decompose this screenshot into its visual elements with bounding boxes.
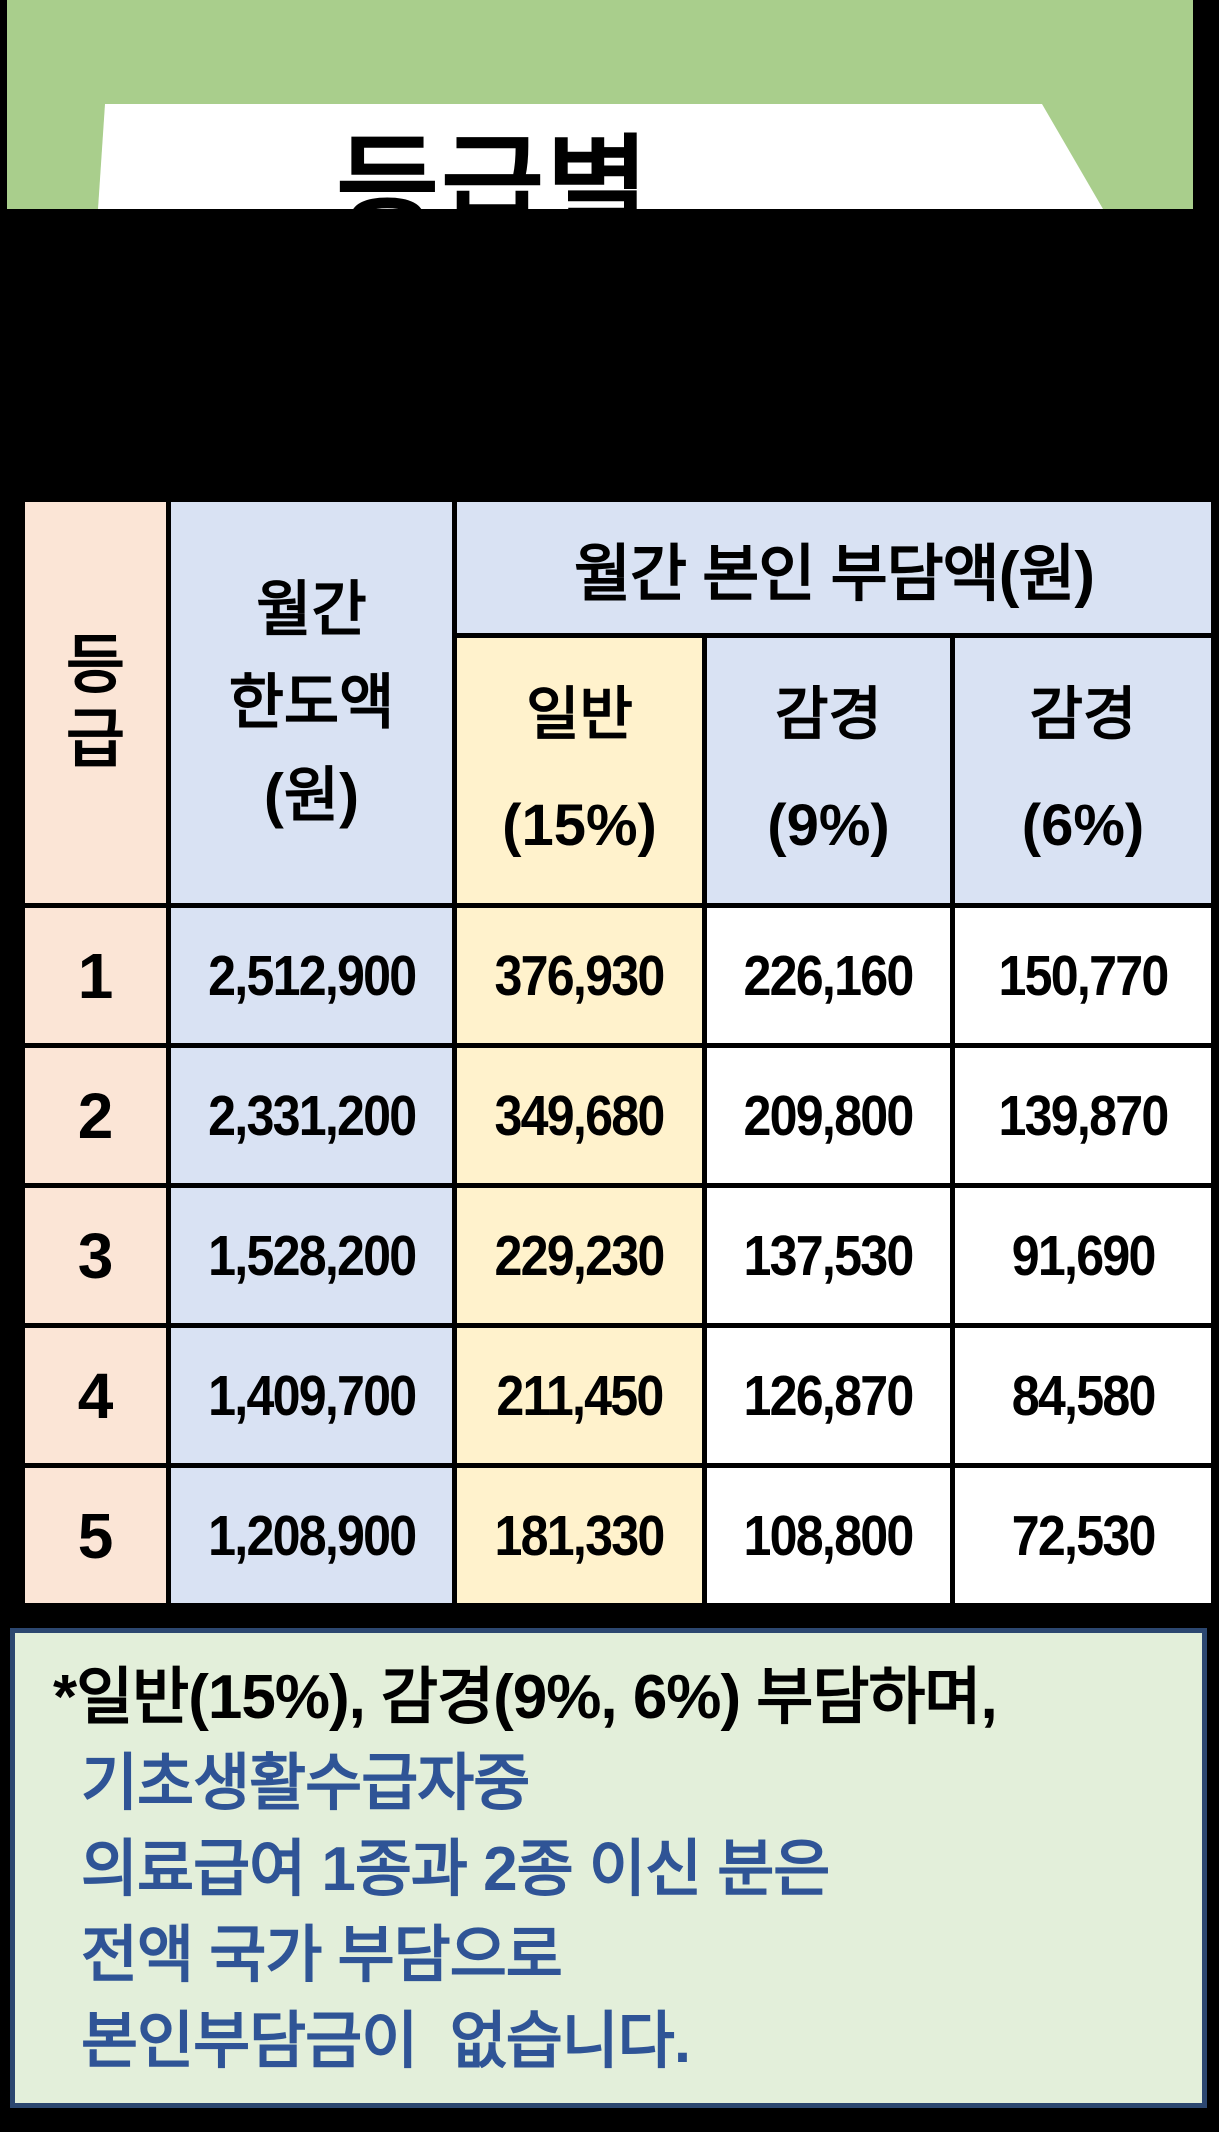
limit-cell: 2,512,900 <box>166 903 457 1048</box>
footnote-line-5: 본인부담금이 없습니다. <box>81 2007 691 2076</box>
limit-cell: 1,208,900 <box>166 1463 457 1608</box>
footnote-line-1: *일반(15%), 감경(9%, 6%) 부담하며, <box>53 1663 998 1732</box>
general-copay-cell: 229,230 <box>452 1183 707 1328</box>
footnote-line-3: 의료급여 1종과 2종 이신 분은 <box>81 1835 830 1904</box>
grade-cell: 5 <box>20 1463 171 1608</box>
reduced9-copay-cell: 226,160 <box>702 903 955 1048</box>
reduced9-copay-cell: 126,870 <box>702 1323 955 1468</box>
table-row-grade-4: 4 1,409,700 211,450 126,870 84,580 <box>20 1323 1217 1468</box>
column-header-reduced-6: 감경 (6%) <box>949 633 1217 908</box>
table-row-grade-2: 2 2,331,200 349,680 209,800 139,870 <box>20 1043 1217 1188</box>
table-row-grade-5: 5 1,208,900 181,330 108,800 72,530 <box>20 1463 1217 1608</box>
grade-copay-table: 등 급 월간 한도액 (원) 월간 본인 부담액(원) 일반 (15%) 감경 … <box>20 497 1217 1608</box>
column-header-reduced-9: 감경 (9%) <box>702 633 955 908</box>
table-row-grade-1: 1 2,512,900 376,930 226,160 150,770 <box>20 903 1217 1048</box>
limit-cell: 1,409,700 <box>166 1323 457 1468</box>
column-header-copay-group: 월간 본인 부담액(원) <box>451 497 1217 638</box>
grade-cell: 1 <box>20 903 171 1048</box>
reduced6-copay-cell: 84,580 <box>949 1323 1217 1468</box>
reduced6-copay-cell: 72,530 <box>949 1463 1217 1608</box>
title-banner: 등급별 <box>98 104 1103 209</box>
column-header-monthly-limit: 월간 한도액 (원) <box>166 497 457 908</box>
limit-cell: 2,331,200 <box>166 1043 457 1188</box>
general-copay-cell: 349,680 <box>452 1043 707 1188</box>
table-row-grade-3: 3 1,528,200 229,230 137,530 91,690 <box>20 1183 1217 1328</box>
footnote-box: *일반(15%), 감경(9%, 6%) 부담하며, 기초생활수급자중 의료급여… <box>10 1628 1207 2108</box>
table-header-row-2: 일반 (15%) 감경 (9%) 감경 (6%) <box>23 633 1217 908</box>
grade-cell: 4 <box>20 1323 171 1468</box>
limit-cell: 1,528,200 <box>166 1183 457 1328</box>
reduced6-copay-cell: 139,870 <box>949 1043 1217 1188</box>
grade-cell: 2 <box>20 1043 171 1188</box>
table-header-row-1: 등 급 월간 한도액 (원) 월간 본인 부담액(원) <box>20 497 1217 908</box>
page-title: 등급별 <box>336 126 652 209</box>
reduced6-copay-cell: 150,770 <box>949 903 1217 1048</box>
reduced9-copay-cell: 108,800 <box>702 1463 955 1608</box>
column-header-general-15: 일반 (15%) <box>452 633 707 908</box>
general-copay-cell: 376,930 <box>452 903 707 1048</box>
general-copay-cell: 181,330 <box>452 1463 707 1608</box>
reduced6-copay-cell: 91,690 <box>949 1183 1217 1328</box>
footnote-line-2: 기초생활수급자중 <box>81 1749 530 1818</box>
reduced9-copay-cell: 209,800 <box>702 1043 955 1188</box>
column-header-grade: 등 급 <box>20 497 171 908</box>
footnote-line-4: 전액 국가 부담으로 <box>81 1921 563 1990</box>
grade-cell: 3 <box>20 1183 171 1328</box>
reduced9-copay-cell: 137,530 <box>702 1183 955 1328</box>
general-copay-cell: 211,450 <box>452 1323 707 1468</box>
